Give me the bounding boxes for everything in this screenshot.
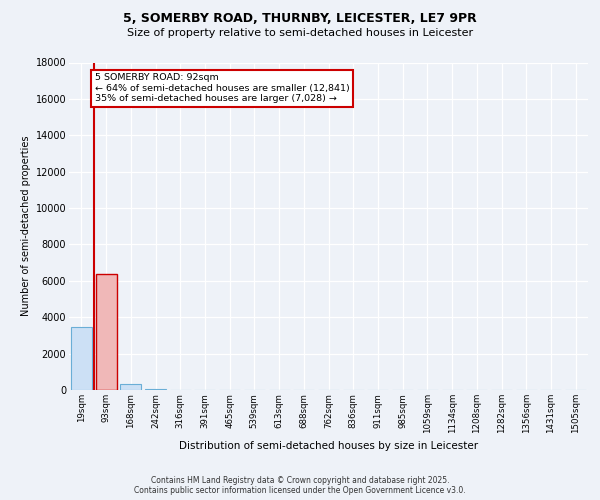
Text: Size of property relative to semi-detached houses in Leicester: Size of property relative to semi-detach… (127, 28, 473, 38)
Bar (71, 327, 92, 390)
Bar (95, 274, 116, 390)
Y-axis label: Number of semi-detached properties: Number of semi-detached properties (22, 136, 31, 316)
X-axis label: Distribution of semi-detached houses by size in Leicester: Distribution of semi-detached houses by … (179, 442, 478, 452)
Text: 5, SOMERBY ROAD, THURNBY, LEICESTER, LE7 9PR: 5, SOMERBY ROAD, THURNBY, LEICESTER, LE7… (123, 12, 477, 26)
Text: Contains HM Land Registry data © Crown copyright and database right 2025.
Contai: Contains HM Land Registry data © Crown c… (134, 476, 466, 495)
Bar (145, 388, 166, 390)
Bar (120, 384, 141, 390)
Text: 5 SOMERBY ROAD: 92sqm
← 64% of semi-detached houses are smaller (12,841)
35% of : 5 SOMERBY ROAD: 92sqm ← 64% of semi-deta… (95, 74, 350, 103)
